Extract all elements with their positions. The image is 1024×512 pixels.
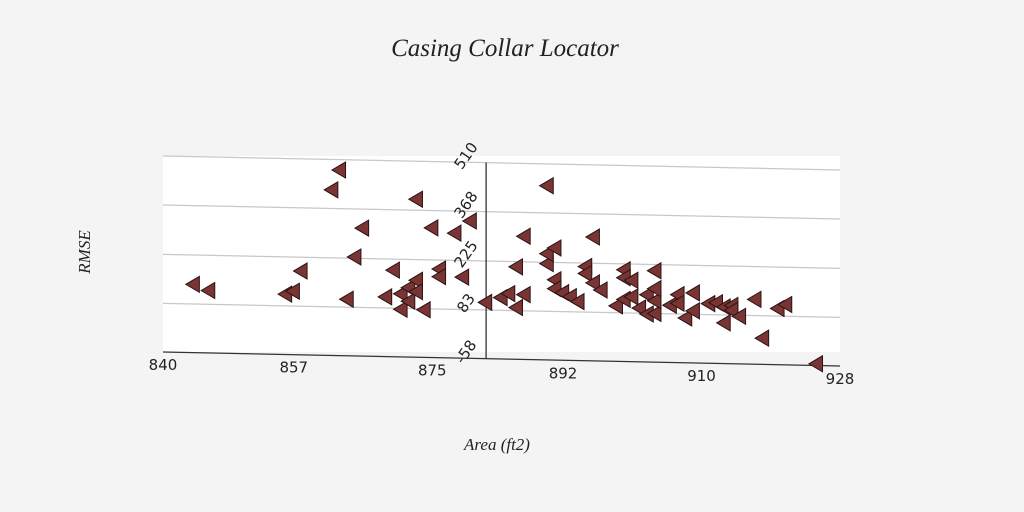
data-point-0-10 — [377, 288, 393, 306]
data-point-0-4 — [292, 262, 308, 280]
data-point-0-3 — [284, 282, 300, 301]
x-tick-label-2: 875 — [418, 362, 447, 380]
data-point-0-64 — [684, 284, 700, 302]
data-point-0-1 — [200, 281, 216, 300]
data-point-0-32 — [515, 227, 531, 246]
data-point-0-29 — [507, 298, 523, 317]
x-tick-label-1: 857 — [279, 359, 308, 377]
data-point-0-52 — [623, 287, 639, 306]
data-point-0-5 — [323, 180, 339, 199]
data-point-0-41 — [569, 292, 585, 311]
x-tick-label-3: 892 — [549, 364, 578, 382]
chart-title: Casing Collar Locator — [391, 35, 619, 62]
data-point-0-15 — [400, 292, 416, 311]
data-point-0-31 — [515, 285, 531, 304]
data-point-0-62 — [669, 294, 685, 313]
data-point-0-26 — [477, 293, 493, 312]
data-point-0-9 — [354, 219, 370, 237]
data-point-0-23 — [446, 224, 462, 243]
data-point-0-73 — [746, 290, 762, 309]
x-axis-label: Area (ft2) — [463, 435, 530, 454]
data-point-0-46 — [592, 281, 608, 299]
y-axis-label: RMSE — [75, 230, 94, 275]
x-tick-label-0: 840 — [149, 356, 178, 374]
gridline-4 — [162, 155, 841, 171]
data-point-0-51 — [623, 271, 639, 290]
data-point-0-22 — [430, 267, 447, 286]
data-point-0-63 — [677, 309, 693, 327]
data-point-0-76 — [777, 295, 793, 314]
data-point-0-69 — [715, 314, 731, 332]
data-point-0-25 — [461, 212, 477, 230]
data-point-0-8 — [346, 248, 362, 266]
data-point-0-47 — [607, 296, 623, 315]
data-point-0-44 — [584, 274, 600, 292]
x-tick-labels: 840 857 875 892 910 928 — [149, 356, 855, 388]
gridline-1 — [162, 302, 841, 318]
data-point-0-77 — [807, 354, 824, 373]
data-point-0-65 — [684, 301, 700, 320]
data-point-0-74 — [754, 329, 770, 348]
x-axis-line — [162, 351, 841, 367]
x-tick-label-5: 928 — [826, 370, 855, 388]
data-point-0-11 — [384, 261, 400, 280]
data-point-0-19 — [415, 300, 431, 319]
data-point-0-57 — [646, 291, 662, 310]
data-point-0-28 — [500, 284, 516, 303]
data-point-0-72 — [731, 307, 747, 326]
data-point-0-59 — [646, 261, 662, 280]
data-point-0-17 — [407, 282, 423, 301]
data-point-0-58 — [646, 279, 662, 298]
data-point-0-56 — [646, 304, 662, 323]
gridline-2 — [162, 253, 841, 269]
plot-area — [163, 156, 840, 352]
x-tick-label-4: 910 — [687, 367, 716, 385]
data-point-0-20 — [423, 218, 439, 237]
data-point-0-18 — [407, 190, 423, 209]
gridline-3 — [162, 204, 841, 220]
gridlines — [162, 155, 841, 318]
data-point-0-33 — [538, 176, 554, 195]
axes — [162, 162, 841, 367]
data-points — [184, 161, 824, 373]
data-point-0-36 — [546, 239, 562, 257]
data-point-0-24 — [454, 268, 470, 286]
data-point-0-16 — [407, 271, 423, 290]
data-point-0-45 — [584, 228, 600, 246]
data-point-0-0 — [184, 275, 200, 294]
data-point-0-30 — [507, 257, 523, 276]
data-point-0-7 — [338, 290, 354, 309]
data-point-0-43 — [577, 264, 593, 283]
data-point-0-12 — [392, 300, 408, 319]
data-point-0-6 — [330, 161, 347, 179]
